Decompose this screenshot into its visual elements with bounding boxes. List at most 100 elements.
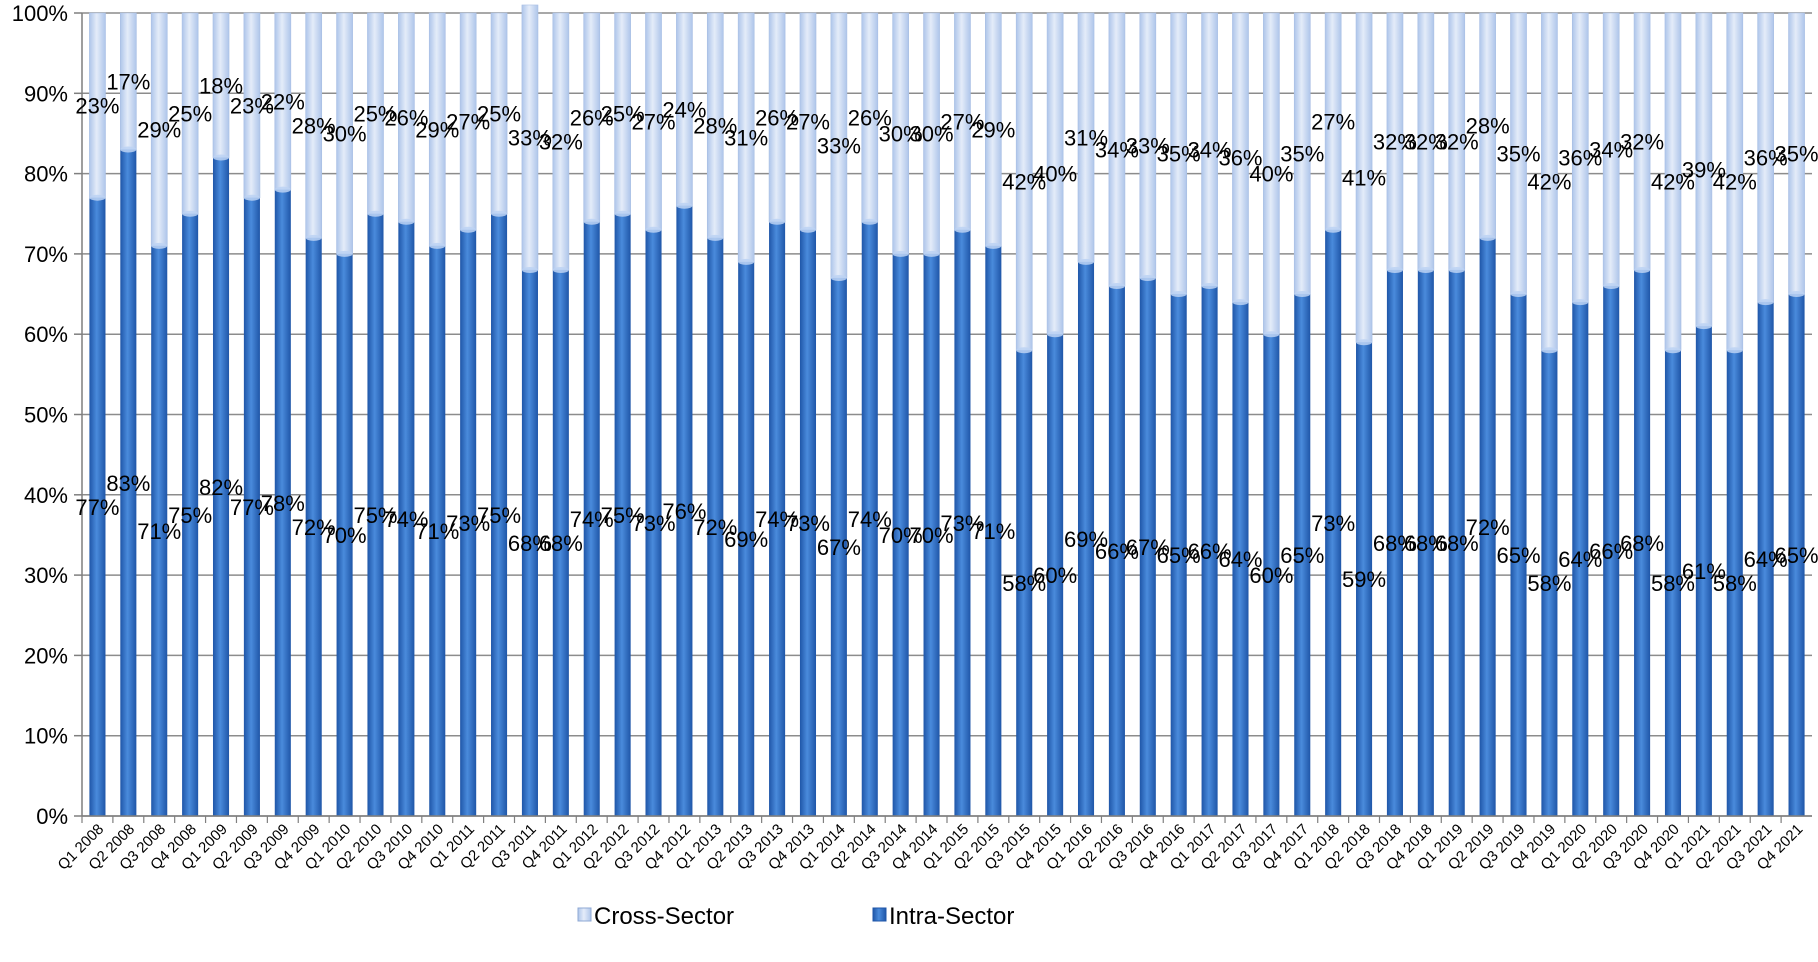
bar-intra-sector-cap (985, 242, 1002, 249)
data-label-intra-sector: 74% (570, 507, 614, 532)
bar-intra-sector (830, 277, 847, 816)
data-label-intra-sector: 75% (477, 503, 521, 528)
data-label-cross-sector: 42% (1651, 170, 1695, 195)
bar-intra-sector-cap (1603, 283, 1620, 290)
data-label-intra-sector: 64% (1744, 547, 1788, 572)
bar-intra-sector (151, 245, 168, 816)
data-label-cross-sector: 18% (199, 73, 243, 98)
bar-intra-sector-cap (1201, 283, 1218, 290)
data-label-cross-sector: 28% (292, 113, 336, 138)
bar-intra-sector (676, 205, 693, 817)
data-label-intra-sector: 77% (75, 495, 119, 520)
bar-intra-sector (1757, 302, 1774, 817)
bar-intra-sector-cap (1294, 291, 1311, 298)
bar-intra-sector-cap (1726, 347, 1743, 354)
data-label-intra-sector: 68% (1404, 531, 1448, 556)
data-label-cross-sector: 32% (1620, 129, 1664, 154)
data-label-intra-sector: 59% (1342, 567, 1386, 592)
bar-intra-sector-cap (1170, 291, 1187, 298)
bar-intra-sector (429, 245, 446, 816)
bar-intra-sector (954, 229, 971, 816)
bar-intra-sector-cap (552, 266, 569, 273)
data-label-cross-sector: 33% (508, 125, 552, 150)
data-label-intra-sector: 58% (1002, 571, 1046, 596)
bar-intra-sector-cap (769, 218, 786, 225)
data-label-cross-sector: 17% (106, 69, 150, 94)
data-label-cross-sector: 28% (693, 113, 737, 138)
data-label-cross-sector: 40% (1033, 162, 1077, 187)
data-label-cross-sector: 27% (446, 109, 490, 134)
data-label-cross-sector: 33% (817, 133, 861, 158)
y-tick-label: 100% (12, 1, 68, 26)
data-label-intra-sector: 70% (910, 523, 954, 548)
bar-intra-sector-cap (583, 218, 600, 225)
data-label-cross-sector: 28% (1466, 113, 1510, 138)
bar-intra-sector-cap (1479, 234, 1496, 241)
data-label-intra-sector: 74% (755, 507, 799, 532)
bar-intra-sector (1108, 286, 1125, 816)
bar-intra-sector (212, 157, 230, 817)
bar-intra-sector (1294, 294, 1311, 816)
data-label-intra-sector: 73% (1311, 511, 1355, 536)
bar-intra-sector (985, 245, 1002, 816)
y-tick-label: 90% (24, 81, 68, 106)
legend: Cross-Sector Intra-Sector (577, 903, 1014, 930)
data-label-cross-sector: 30% (910, 121, 954, 146)
bar-intra-sector-cap (1356, 339, 1373, 346)
data-label-intra-sector: 64% (1218, 547, 1262, 572)
bar-intra-sector-cap (614, 210, 631, 217)
bar-intra-sector-cap (1757, 299, 1774, 306)
bar-intra-sector (305, 237, 322, 817)
data-label-cross-sector: 30% (879, 121, 923, 146)
data-label-intra-sector: 71% (971, 519, 1015, 544)
bar-intra-sector-cap (1541, 347, 1558, 354)
data-label-intra-sector: 73% (446, 511, 490, 536)
data-label-cross-sector: 27% (940, 109, 984, 134)
bar-intra-sector (1047, 334, 1064, 816)
bar-intra-sector (1603, 286, 1620, 816)
bar-intra-sector-cap (151, 242, 168, 249)
data-label-cross-sector: 27% (1311, 109, 1355, 134)
bar-intra-sector-cap (1695, 323, 1712, 330)
bar-intra-sector (182, 213, 199, 816)
data-label-intra-sector: 75% (601, 503, 645, 528)
bar-intra-sector-cap (954, 226, 971, 233)
data-label-cross-sector: 25% (477, 101, 521, 126)
data-label-intra-sector: 69% (724, 527, 768, 552)
bar-intra-sector (769, 221, 786, 816)
data-label-intra-sector: 71% (137, 519, 181, 544)
data-label-intra-sector: 65% (1280, 543, 1324, 568)
data-label-intra-sector: 65% (1496, 543, 1540, 568)
data-label-cross-sector: 36% (1558, 146, 1602, 171)
data-label-cross-sector: 27% (786, 109, 830, 134)
bar-intra-sector (1726, 350, 1743, 816)
bar-intra-sector-cap (460, 226, 477, 233)
data-label-intra-sector: 75% (168, 503, 212, 528)
legend-swatch-intra-sector (872, 907, 887, 922)
data-label-intra-sector: 68% (539, 531, 583, 556)
data-label-cross-sector: 24% (662, 97, 706, 122)
bar-intra-sector (1664, 350, 1682, 816)
data-label-cross-sector: 29% (971, 117, 1015, 142)
data-label-intra-sector: 83% (106, 471, 150, 496)
y-tick-label: 80% (24, 162, 68, 187)
data-label-cross-sector: 35% (1280, 142, 1324, 167)
bar-intra-sector (1386, 269, 1403, 817)
bar-intra-sector-cap (1108, 283, 1125, 290)
data-label-intra-sector: 67% (1126, 535, 1170, 560)
bar-intra-sector-cap (120, 146, 137, 153)
data-label-cross-sector: 35% (1496, 142, 1540, 167)
data-label-cross-sector: 32% (539, 129, 583, 154)
bar-intra-sector (1170, 294, 1187, 816)
bar-intra-sector-cap (491, 210, 508, 217)
data-label-cross-sector: 29% (415, 117, 459, 142)
data-label-intra-sector: 73% (786, 511, 830, 536)
data-labels: 77% 23% 83% 17% 71% 29% 75% 25% 82% 18% 77% 23% 78% 2… (75, 69, 1818, 596)
bar-intra-sector-cap (799, 226, 817, 233)
bar-intra-sector (243, 197, 260, 816)
bar-intra-sector (892, 253, 909, 816)
data-label-intra-sector: 74% (384, 507, 428, 532)
bar-intra-sector (1510, 294, 1527, 816)
data-label-intra-sector: 58% (1527, 571, 1571, 596)
